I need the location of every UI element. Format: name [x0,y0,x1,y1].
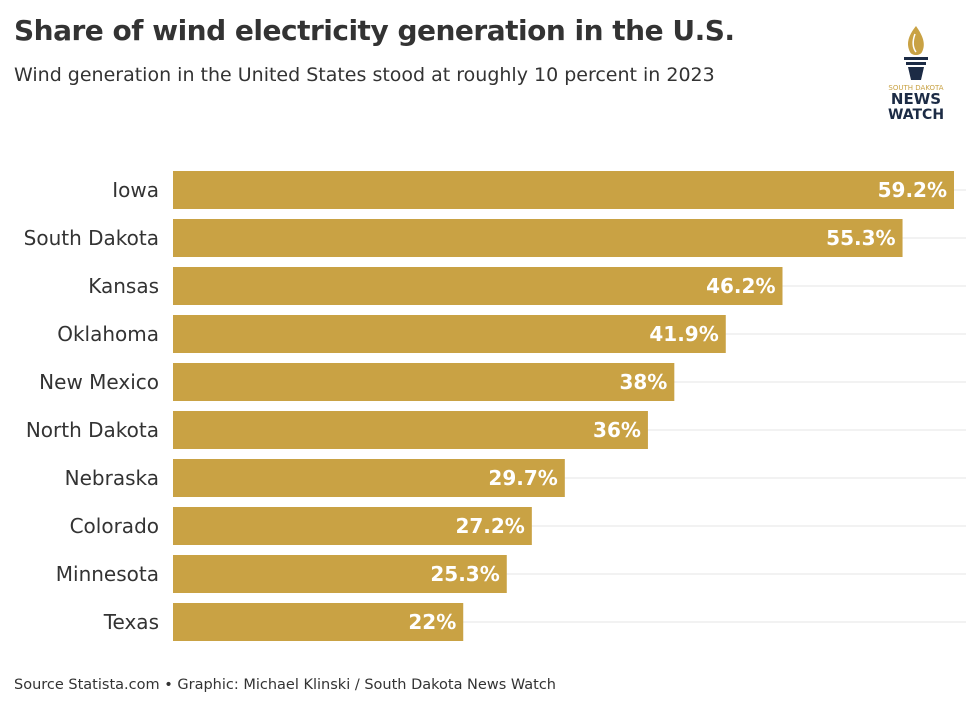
data-label: 29.7% [488,466,557,490]
category-label: Oklahoma [57,322,159,346]
logo-text-line3: WATCH [888,107,944,123]
bar-new-mexico [173,363,675,401]
data-label: 25.3% [430,562,499,586]
category-label: Nebraska [65,466,159,490]
category-label: Texas [103,610,159,634]
bar-colorado [173,507,532,545]
category-label: Colorado [70,514,159,538]
data-label: 27.2% [455,514,524,538]
logo-text-line2: NEWS [891,90,941,108]
bar-texas [173,603,464,641]
data-label: 38% [619,370,667,394]
bar-south-dakota [173,219,903,257]
data-label: 46.2% [706,274,775,298]
data-label: 22% [408,610,456,634]
bar-oklahoma [173,315,726,353]
bar-north-dakota [173,411,648,449]
data-label: 55.3% [826,226,895,250]
news-watch-logo: SOUTH DAKOTA NEWS WATCH [868,24,964,124]
logo-text-line1: SOUTH DAKOTA [888,84,943,92]
chart-subtitle: Wind generation in the United States sto… [14,64,715,86]
category-label: Iowa [112,178,159,202]
chart-title: Share of wind electricity generation in … [14,14,735,47]
category-label: New Mexico [39,370,159,394]
category-label: North Dakota [26,418,159,442]
data-label: 59.2% [878,178,947,202]
source-credit: Source Statista.com • Graphic: Michael K… [14,677,556,693]
data-label: 36% [593,418,641,442]
torch-icon [904,26,928,80]
bar-minnesota [173,555,507,593]
category-label: Kansas [88,274,159,298]
data-label: 41.9% [649,322,718,346]
bar-iowa [173,171,954,209]
bar-kansas [173,267,783,305]
category-label: South Dakota [24,226,159,250]
bar-nebraska [173,459,565,497]
category-label: Minnesota [56,562,159,586]
